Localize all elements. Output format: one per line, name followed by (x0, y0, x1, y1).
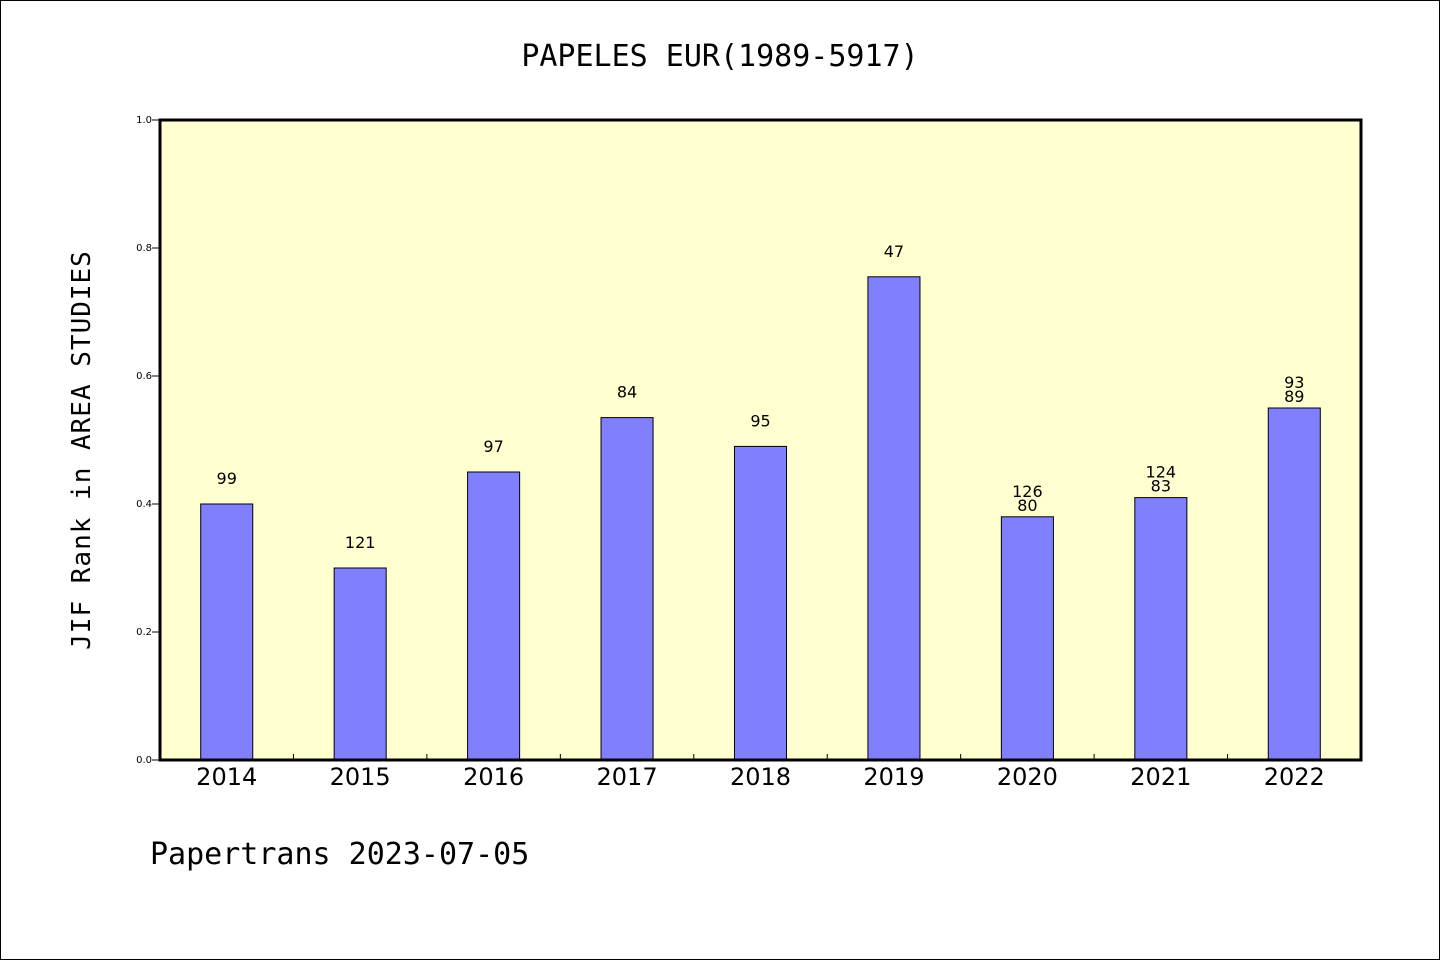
bar-2021 (1134, 497, 1188, 761)
x-tick-label: 2019 (863, 763, 924, 791)
x-tick-label: 2014 (196, 763, 257, 791)
plot-border (158, 118, 1363, 762)
data-label: 95 (750, 411, 770, 430)
data-label: 83 (1151, 477, 1171, 496)
x-tick-label: 2020 (997, 763, 1058, 791)
y-tick-label: 0.2 (136, 627, 152, 638)
y-tick-label: 0.6 (136, 371, 152, 382)
data-label: 126 (1012, 482, 1043, 501)
x-tick-label: 2018 (730, 763, 791, 791)
bar-2016 (467, 471, 521, 761)
data-label: 121 (345, 533, 376, 552)
y-tick-label: 0.4 (136, 499, 152, 510)
chart-title: PAPELES EUR(1989-5917) (521, 39, 918, 74)
bar-2020 (1000, 516, 1054, 761)
data-label: 97 (483, 437, 503, 456)
y-axis-ticks: 0.0 0.2 0.4 0.6 0.8 1.0 (136, 115, 160, 766)
bar-2014 (200, 503, 254, 761)
data-label: 124 (1146, 463, 1177, 482)
bar-2018 (733, 445, 788, 761)
x-tick-label: 2017 (597, 763, 658, 791)
bar-2015 (333, 567, 387, 761)
y-axis-label: JIF Rank in AREA STUDIES (67, 250, 97, 650)
y-tick-label: 1.0 (136, 115, 152, 126)
data-label: 99 (217, 469, 237, 488)
x-tick-label: 2016 (463, 763, 524, 791)
x-tick-label: 2021 (1130, 763, 1191, 791)
data-label: 80 (1017, 496, 1037, 515)
x-tick-label: 2022 (1264, 763, 1325, 791)
footer-credit: Papertrans 2023-07-05 (150, 837, 529, 872)
bar-2017 (600, 417, 654, 761)
bar-2019 (867, 276, 921, 761)
data-label: 93 (1284, 373, 1304, 392)
x-tick-label: 2015 (330, 763, 391, 791)
y-tick-label: 0.8 (136, 243, 152, 254)
x-axis-ticks: 2014 2015 2016 2017 2018 2019 2020 2021 2022 (196, 754, 1325, 791)
data-label: 47 (884, 242, 904, 261)
bar-2022 (1267, 407, 1321, 761)
data-label: 89 (1284, 387, 1304, 406)
bar-series (200, 276, 1321, 761)
y-tick-label: 0.0 (136, 755, 152, 766)
data-label: 84 (617, 383, 637, 402)
